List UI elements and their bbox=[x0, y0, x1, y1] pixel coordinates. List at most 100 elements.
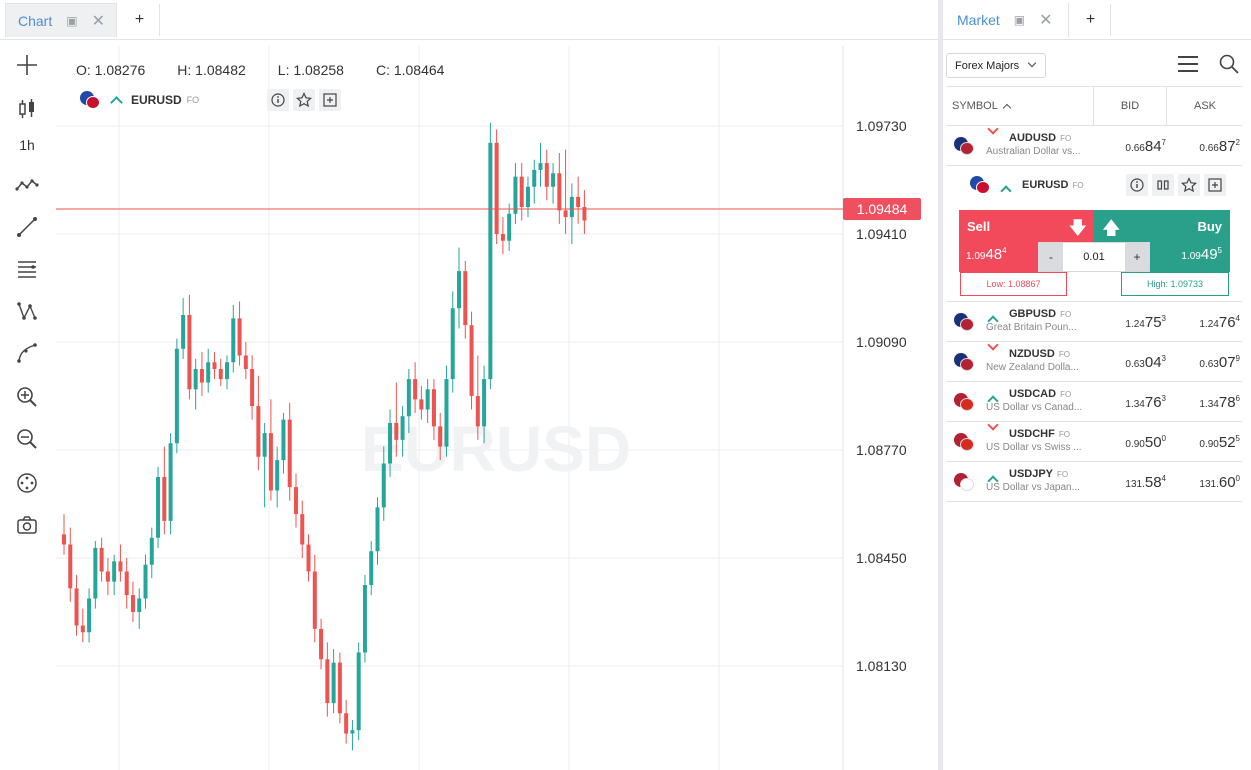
close-icon[interactable]: ✕ bbox=[1039, 12, 1053, 29]
row-bid[interactable]: 1.34763 bbox=[1125, 394, 1166, 411]
quantity-input[interactable]: 0.01 bbox=[1083, 251, 1105, 263]
quantity-increment-button[interactable]: + bbox=[1125, 243, 1149, 271]
candle-body bbox=[444, 379, 449, 447]
high-value: H: 1.08482 bbox=[177, 62, 246, 78]
candle-body bbox=[438, 426, 443, 447]
sell-button[interactable]: Sell 🡇 1.09484 bbox=[959, 210, 1095, 272]
pattern-icon[interactable] bbox=[10, 294, 44, 328]
row-ask[interactable]: 1.24764 bbox=[1199, 314, 1240, 331]
market-row-nzdusd[interactable]: NZDUSD FO New Zealand Dolla... 0.63043 0.630… bbox=[946, 339, 1242, 382]
candle-body bbox=[513, 176, 518, 214]
row-bid[interactable]: 0.66847 bbox=[1125, 138, 1166, 155]
candlestick-icon[interactable] bbox=[1152, 174, 1174, 196]
market-filter-value: Forex Majors bbox=[955, 59, 1020, 72]
ask-column-header[interactable]: ASK bbox=[1193, 100, 1216, 112]
zoom-out-icon[interactable] bbox=[10, 422, 44, 456]
candle-body bbox=[356, 652, 361, 731]
symbol-watermark: EURUSD bbox=[361, 413, 631, 485]
y-tick-label: 1.08450 bbox=[856, 550, 907, 566]
market-row-usdcad[interactable]: USDCAD FO US Dollar vs Canad... 1.34763 1.34… bbox=[946, 382, 1242, 422]
quantity-decrement-button[interactable]: - bbox=[1039, 243, 1063, 271]
camera-icon[interactable] bbox=[10, 508, 44, 542]
market-row-usdchf[interactable]: USDCHF FO US Dollar vs Swiss ... 0.90500 0.9… bbox=[946, 419, 1242, 462]
candle-body bbox=[137, 598, 142, 612]
market-row-gbpusd[interactable]: GBPUSD FO Great Britain Poun... 1.24753 1.24… bbox=[946, 302, 1242, 342]
candle-body bbox=[268, 433, 273, 491]
candle-body bbox=[149, 537, 154, 565]
fibonacci-icon[interactable] bbox=[10, 252, 44, 286]
candle-body bbox=[394, 423, 399, 440]
timeframe-button[interactable]: 1h bbox=[19, 137, 35, 153]
candle-body bbox=[369, 551, 374, 585]
candle-body bbox=[181, 315, 186, 349]
candle-body bbox=[124, 571, 129, 596]
candle-body bbox=[569, 196, 574, 218]
row-bid[interactable]: 131.584 bbox=[1125, 474, 1166, 491]
row-symbol: GBPUSD FO bbox=[1009, 308, 1072, 320]
zoom-in-icon[interactable] bbox=[10, 380, 44, 414]
candle-body bbox=[62, 534, 66, 545]
candle-body bbox=[469, 325, 474, 396]
candle-body bbox=[243, 355, 248, 369]
info-icon[interactable] bbox=[1126, 174, 1148, 196]
candle-body bbox=[193, 369, 198, 390]
y-tick-label: 1.09730 bbox=[856, 118, 907, 134]
symbol-column-header[interactable]: SYMBOL bbox=[952, 100, 1012, 112]
add-tab-button[interactable]: + bbox=[120, 4, 160, 36]
chart-plot-area[interactable]: 1.09730 1.09410 1.09090 1.08770 1.08450 1.081… bbox=[56, 46, 938, 770]
menu-icon[interactable] bbox=[1178, 56, 1198, 72]
curve-icon[interactable] bbox=[10, 336, 44, 370]
row-ask[interactable]: 1.34786 bbox=[1199, 394, 1240, 411]
tab-market[interactable]: Market ▣ ✕ bbox=[943, 3, 1069, 37]
row-ask[interactable]: 0.90525 bbox=[1199, 434, 1240, 451]
info-icon[interactable] bbox=[267, 89, 290, 111]
panel-divider[interactable] bbox=[938, 0, 943, 770]
row-bid[interactable]: 0.63043 bbox=[1125, 354, 1166, 371]
row-symbol: USDCHF FO bbox=[1009, 428, 1070, 440]
market-tabbar: Market ▣ ✕ + bbox=[943, 0, 1251, 40]
trend-down-icon bbox=[987, 419, 999, 431]
candle-body bbox=[306, 544, 311, 572]
row-ask[interactable]: 0.66872 bbox=[1199, 138, 1240, 155]
candle-body bbox=[168, 443, 173, 521]
chart-symbol-name: EURUSD bbox=[131, 93, 182, 107]
add-tab-button[interactable]: + bbox=[1071, 4, 1111, 36]
expanded-symbol-row[interactable]: EURUSD FO Sell 🡇 1.09484 bbox=[946, 166, 1242, 302]
candle-body bbox=[218, 369, 223, 380]
add-icon[interactable] bbox=[319, 89, 342, 111]
trend-line-icon[interactable] bbox=[10, 210, 44, 244]
market-filter-dropdown[interactable]: Forex Majors bbox=[946, 53, 1046, 78]
star-icon[interactable] bbox=[1178, 174, 1200, 196]
crosshair-icon[interactable] bbox=[10, 48, 44, 82]
candlestick-icon[interactable] bbox=[10, 92, 44, 126]
row-ask[interactable]: 0.63079 bbox=[1199, 354, 1240, 371]
y-tick-label: 1.09410 bbox=[856, 226, 907, 242]
candle-body bbox=[381, 463, 386, 508]
y-tick-label: 1.08770 bbox=[856, 442, 907, 458]
candle-body bbox=[494, 142, 499, 234]
market-row-audusd[interactable]: AUDUSD FO Australian Dollar vs... 0.66847 0.… bbox=[946, 123, 1242, 166]
candle-body bbox=[275, 460, 280, 491]
bid-column-header[interactable]: BID bbox=[1093, 87, 1167, 125]
add-icon[interactable] bbox=[1204, 174, 1226, 196]
row-bid[interactable]: 1.24753 bbox=[1125, 314, 1166, 331]
row-ask[interactable]: 131.600 bbox=[1199, 474, 1240, 491]
window-icon[interactable]: ▣ bbox=[66, 13, 78, 28]
candle-body bbox=[199, 369, 204, 383]
chart-tabbar: Chart ▣ ✕ + bbox=[0, 0, 938, 40]
search-icon[interactable] bbox=[1219, 54, 1239, 74]
candlestick-chart[interactable]: 1.09730 1.09410 1.09090 1.08770 1.08450 1.081… bbox=[56, 46, 938, 770]
row-bid[interactable]: 0.90500 bbox=[1125, 434, 1166, 451]
market-row-usdjpy[interactable]: USDJPY FO US Dollar vs Japan... 131.584 131.… bbox=[946, 462, 1242, 502]
chevron-down-icon bbox=[1027, 58, 1037, 68]
close-icon[interactable]: ✕ bbox=[91, 12, 105, 30]
window-icon[interactable]: ▣ bbox=[1013, 13, 1026, 27]
candle-body bbox=[337, 662, 342, 714]
sell-price: 1.09484 bbox=[966, 246, 1007, 263]
candle-body bbox=[500, 234, 505, 241]
reset-view-icon[interactable] bbox=[10, 466, 44, 500]
star-icon[interactable] bbox=[293, 89, 316, 111]
tab-chart[interactable]: Chart ▣ ✕ bbox=[5, 3, 117, 37]
indicators-icon[interactable] bbox=[10, 168, 44, 202]
